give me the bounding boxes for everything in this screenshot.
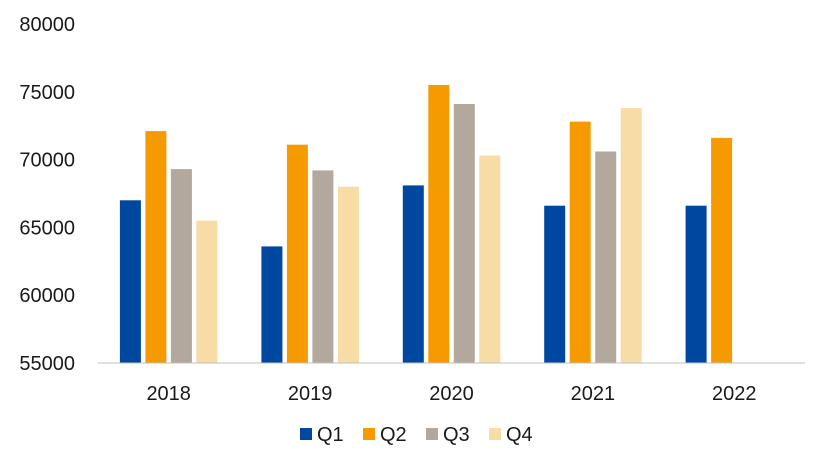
bar-q2-2020: [428, 85, 450, 363]
bars: [119, 85, 733, 363]
legend-label-q3: Q3: [443, 424, 470, 446]
x-tick-label: 2018: [146, 383, 191, 405]
y-tick-label: 55000: [19, 353, 75, 375]
bar-q1-2019: [261, 246, 283, 363]
bar-q1-2022: [685, 205, 707, 363]
bar-q2-2019: [286, 144, 308, 363]
bar-q4-2021: [620, 108, 642, 363]
bar-q3-2018: [170, 169, 192, 363]
x-tick-label: 2021: [571, 383, 616, 405]
bar-q3-2021: [595, 151, 617, 363]
bar-q4-2019: [337, 186, 359, 363]
x-tick-label: 2019: [288, 383, 333, 405]
legend-label-q1: Q1: [317, 424, 344, 446]
bar-q4-2020: [479, 155, 501, 363]
y-axis-ticks: 55000 60000 65000 70000 75000 80000: [19, 14, 75, 375]
bar-q3-2019: [312, 170, 334, 363]
y-tick-label: 80000: [19, 14, 75, 36]
y-tick-label: 60000: [19, 285, 75, 307]
legend-swatch-q4: [489, 428, 501, 440]
bar-q1-2021: [544, 205, 566, 363]
bar-q4-2018: [196, 220, 218, 363]
bar-q2-2018: [145, 131, 167, 363]
legend-swatch-q1: [300, 428, 312, 440]
x-tick-label: 2020: [429, 383, 474, 405]
y-tick-label: 75000: [19, 82, 75, 104]
legend-swatch-q2: [363, 428, 375, 440]
x-axis-ticks: 2018 2019 2020 2021 2022: [146, 383, 756, 405]
legend-label-q4: Q4: [506, 424, 533, 446]
x-tick-label: 2022: [712, 383, 757, 405]
bar-q2-2021: [569, 121, 591, 363]
y-tick-label: 65000: [19, 217, 75, 239]
y-tick-label: 70000: [19, 150, 75, 172]
bar-q3-2020: [453, 104, 475, 363]
legend-label-q2: Q2: [380, 424, 407, 446]
legend: Q1 Q2 Q3 Q4: [300, 424, 533, 446]
bar-q2-2022: [711, 137, 733, 363]
bar-q1-2020: [402, 185, 424, 363]
legend-swatch-q3: [426, 428, 438, 440]
bar-q1-2018: [119, 200, 141, 363]
